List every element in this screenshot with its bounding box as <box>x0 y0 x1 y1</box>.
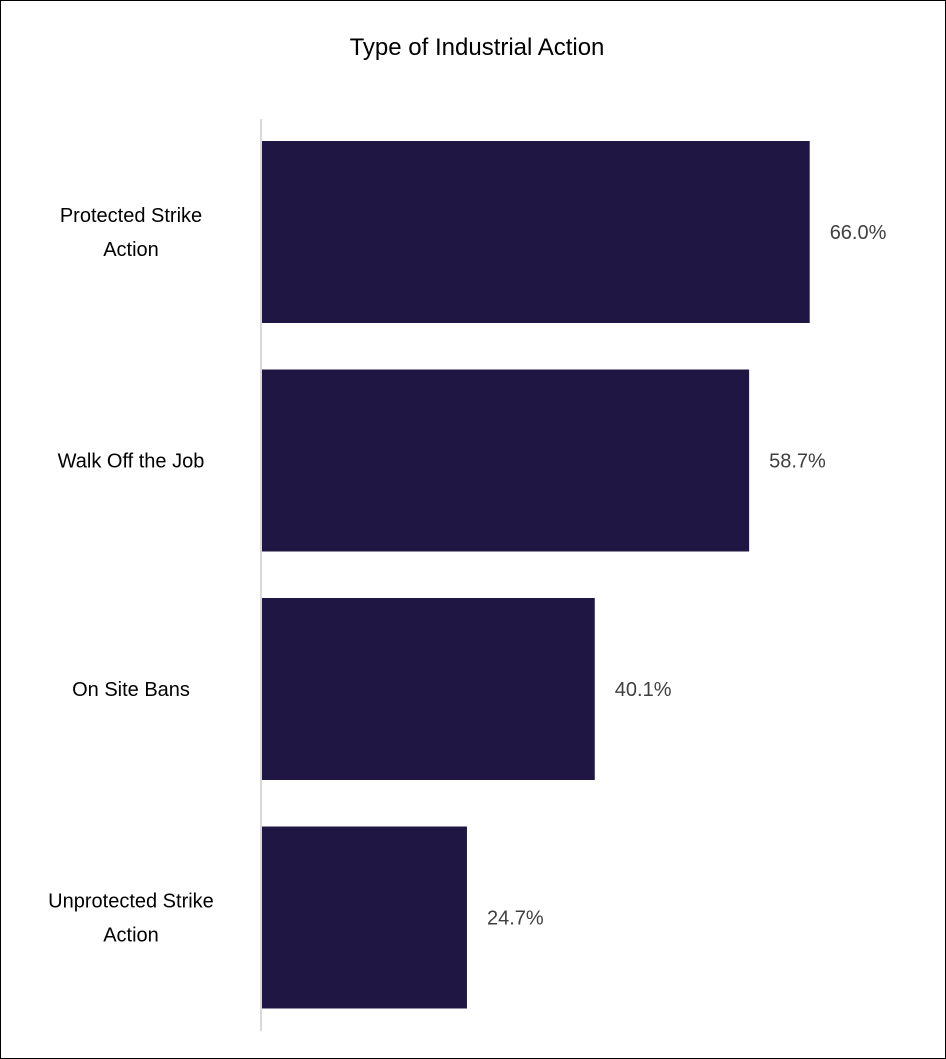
category-label: On Site Bans <box>72 679 190 701</box>
category-label: Protected Strike <box>60 205 202 227</box>
category-label: Action <box>103 925 159 947</box>
value-label: 66.0% <box>830 222 887 244</box>
bar <box>262 826 467 1009</box>
chart-title: Type of Industrial Action <box>350 34 605 61</box>
category-label: Walk Off the Job <box>58 451 205 473</box>
bar <box>262 598 595 780</box>
bar <box>262 141 810 323</box>
value-label: 24.7% <box>487 908 544 930</box>
category-label: Unprotected Strike <box>48 891 214 913</box>
bars-layer: 66.0% Protected Strike Action 58.7% Walk Off… <box>48 141 887 1009</box>
category-label: Action <box>103 239 159 261</box>
value-label: 58.7% <box>769 451 826 473</box>
value-label: 40.1% <box>615 679 672 701</box>
bar <box>262 369 750 552</box>
